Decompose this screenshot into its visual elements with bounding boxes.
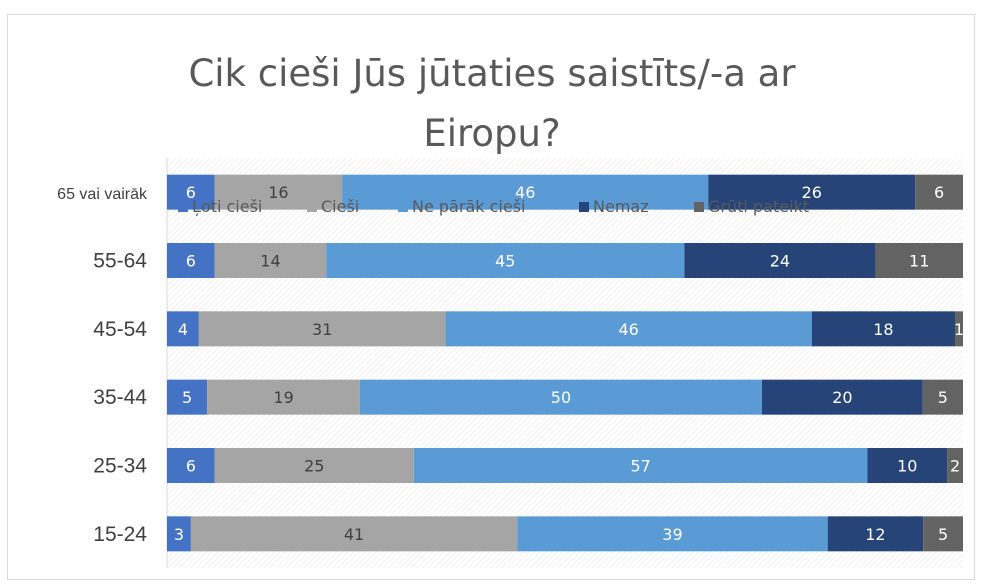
data-label: 1 [954,320,964,339]
bar-segment [190,516,518,552]
legend-label-loti-ciesi: Ļoti cieši [192,197,262,216]
data-label: 3 [174,525,184,544]
data-label: 5 [182,388,192,407]
legend-label-ne-parak-ciesi: Ne pārāk cieši [412,197,525,216]
bar-segment [167,379,208,415]
bar-segment [811,311,956,347]
plot-area-background [167,158,963,568]
data-label: 5 [938,525,948,544]
data-label: 31 [312,320,332,339]
legend-swatch-loti-ciesi [178,202,188,212]
data-label: 45 [495,252,515,271]
data-label: 2 [950,457,960,476]
legend-swatch-ciesi [307,202,317,212]
category-label: 35-44 [93,386,147,409]
bar-segment [922,379,963,415]
legend-swatch-gruti-pateikt [694,202,704,212]
data-label: 6 [186,252,196,271]
bar-segment [445,311,812,347]
bar-segment [517,516,828,552]
category-label: 55-64 [93,250,147,273]
data-label: 12 [865,525,885,544]
data-label: 10 [897,457,917,476]
legend-swatch-nemaz [579,202,589,212]
bar-segment [413,448,868,483]
data-label: 6 [186,183,196,202]
category-label: 25-34 [93,455,147,478]
data-label: 19 [273,388,293,407]
chart-title-line-2: Eiropu? [423,112,561,155]
data-label: 16 [268,183,288,202]
legend-label-gruti-pateikt: Grūti pateikt [708,197,809,216]
data-label: 41 [344,525,364,544]
bar-segment [867,448,948,483]
bar-segment [198,311,446,347]
data-label: 39 [662,525,682,544]
data-label: 5 [938,388,948,407]
data-label: 11 [909,252,929,271]
bar-segment [827,516,924,552]
bar-segment [214,174,343,210]
legend-swatch-ne-parak-ciesi [398,202,408,212]
bar-segment [326,243,685,278]
data-label: 25 [304,457,324,476]
bar-segment [214,448,414,483]
data-label: 50 [551,388,571,407]
bar-segment [167,516,191,552]
bar-segment [875,243,963,278]
bar-segment [359,379,762,415]
data-label: 20 [832,388,852,407]
bar-segment [708,174,916,210]
data-label: 14 [260,252,280,271]
data-label: 46 [515,183,535,202]
data-label: 46 [619,320,639,339]
bar-segment [214,243,327,278]
data-label: 6 [934,183,944,202]
bar-segment [207,379,360,415]
bar-segment [167,311,199,347]
bar-segment [923,516,963,552]
bar-segment [761,379,923,415]
legend-label-nemaz: Nemaz [593,197,649,216]
bar-segment [167,174,215,210]
data-label: 57 [630,457,650,476]
data-label: 24 [770,252,790,271]
category-label: 65 vai vairāk [57,186,148,203]
bar-segment [684,243,876,278]
category-label: 45-54 [93,318,147,341]
legend-label-ciesi: Cieši [321,197,359,216]
data-label: 26 [802,183,822,202]
chart-title-line-1: Cik cieši Jūs jūtaties saistīts/-a ar [188,52,796,95]
data-label: 18 [873,320,893,339]
bar-segment [955,311,963,347]
bar-segment [915,174,963,210]
category-label: 15-24 [93,523,147,546]
data-label: 6 [186,457,196,476]
bar-segment [947,448,963,483]
bar-segment [167,243,215,278]
bar-segment [167,448,215,483]
data-label: 4 [178,320,188,339]
